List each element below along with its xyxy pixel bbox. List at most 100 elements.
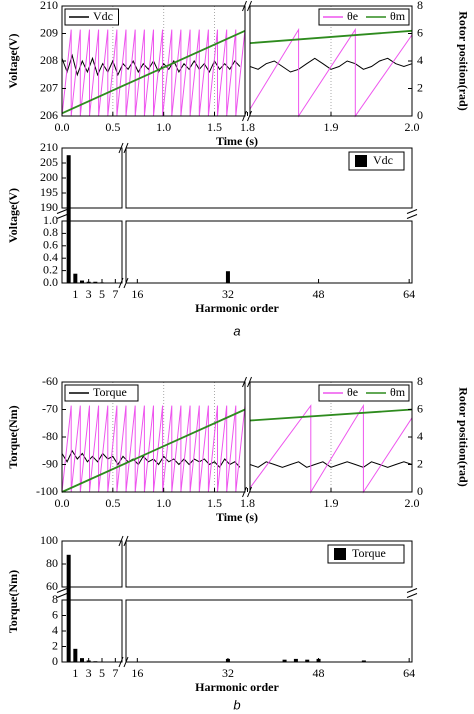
x-tick-label: 5 xyxy=(99,287,105,301)
x-tick-label: 32 xyxy=(222,287,234,301)
x-tick-label: 5 xyxy=(99,666,105,680)
y-tick-label: 0.4 xyxy=(43,250,58,264)
legend-label: θm xyxy=(390,9,406,23)
y-tick-label: -70 xyxy=(42,401,58,415)
y2-tick-label: 6 xyxy=(417,25,423,39)
legend-label: Torque xyxy=(93,385,127,399)
x-tick-label: 0.5 xyxy=(105,120,120,134)
y2-axis-title: Rotor position(rad) xyxy=(456,11,470,110)
x-tick-label: 0.0 xyxy=(55,496,70,510)
legend-box xyxy=(327,544,405,564)
y-tick-label: 195 xyxy=(40,185,58,199)
plot-frame xyxy=(125,540,413,588)
bar xyxy=(80,658,84,662)
line-series xyxy=(61,403,413,494)
axis-break xyxy=(247,0,252,12)
y2-tick-label: 6 xyxy=(417,401,423,415)
plot-frame xyxy=(61,147,123,209)
line-series xyxy=(61,29,413,115)
y2-tick-label: 8 xyxy=(417,374,423,388)
axis-break xyxy=(123,142,129,154)
x-tick-label: 1.9 xyxy=(324,496,339,510)
x-tick-label: 1.5 xyxy=(207,496,222,510)
bar xyxy=(305,659,310,662)
axis-break xyxy=(118,277,124,289)
axis-break xyxy=(242,486,247,498)
legend-label: Vdc xyxy=(373,153,393,167)
axis-break xyxy=(406,209,418,214)
y-tick-label: 190 xyxy=(40,200,58,214)
y2-tick-label: 4 xyxy=(417,429,423,443)
panel: 0.0 0.5 1.0 1.5 1.8 1.9 2.0 206 207 208 209 210 0 2 4 6… xyxy=(6,0,471,148)
caption: a xyxy=(233,323,240,338)
y-tick-label: 210 xyxy=(40,0,58,12)
line-series xyxy=(61,408,413,493)
panel: 0.0 0.5 1.0 1.5 1.8 1.9 2.0 -100 -90 -80 -70 -60 0 2 4… xyxy=(6,374,471,524)
x-tick-label: 0.0 xyxy=(55,120,70,134)
y-tick-label: 4 xyxy=(52,623,58,637)
line-series xyxy=(61,53,413,77)
line-series xyxy=(61,449,413,469)
axis-break xyxy=(56,588,68,593)
y-tick-label: 0 xyxy=(52,654,58,668)
x-tick-label: 64 xyxy=(403,287,415,301)
axis-break xyxy=(242,376,247,388)
y-tick-label: 0.2 xyxy=(43,262,58,276)
legend-label: θe xyxy=(347,9,358,23)
y-tick-label: 0.8 xyxy=(43,225,58,239)
x-tick-label: 7 xyxy=(112,287,118,301)
axis-break xyxy=(406,593,418,598)
bar xyxy=(93,281,98,283)
x-tick-label: 1.8 xyxy=(240,120,255,134)
y-tick-label: 2 xyxy=(52,638,58,652)
x-tick-label: 2.0 xyxy=(405,120,420,134)
x-tick-label: 1 xyxy=(72,287,78,301)
x-tick-label: 0.5 xyxy=(105,496,120,510)
y-tick-label: 208 xyxy=(40,53,58,67)
axis-break xyxy=(118,535,124,547)
y-tick-label: 200 xyxy=(40,170,58,184)
axis-break xyxy=(242,110,247,122)
axis-break xyxy=(56,214,68,219)
x-tick-label: 1.5 xyxy=(207,120,222,134)
axis-break xyxy=(56,593,68,598)
y2-tick-label: 2 xyxy=(417,80,423,94)
caption: b xyxy=(233,697,240,712)
x-axis-title: Harmonic order xyxy=(195,680,279,694)
legend-swatch xyxy=(355,155,367,167)
plot-frame xyxy=(61,220,123,284)
y-axis-title: Voltage(V) xyxy=(6,188,20,243)
axis-break xyxy=(242,0,247,12)
y-tick-label: 206 xyxy=(40,108,58,122)
y2-tick-label: 8 xyxy=(417,0,423,12)
y-tick-label: -60 xyxy=(42,374,58,388)
y-tick-label: 6 xyxy=(52,607,58,621)
legend-label: Vdc xyxy=(93,9,113,23)
y-axis-title: Torque(Nm) xyxy=(6,570,20,633)
plot-frame xyxy=(125,147,413,209)
y-axis-title: Voltage(V) xyxy=(6,34,20,89)
y-tick-label: 210 xyxy=(40,140,58,154)
x-tick-label: 1.0 xyxy=(156,496,171,510)
axis-break xyxy=(123,656,129,668)
legend-label: θe xyxy=(347,385,358,399)
legend-box xyxy=(64,8,119,26)
y-tick-label: 60 xyxy=(46,579,58,593)
panel: 1 3 5 7 16 32 48 640.00.20.40.60.81.01901952002… xyxy=(6,140,418,315)
y2-tick-label: 0 xyxy=(417,484,423,498)
legend-label: Torque xyxy=(352,546,386,560)
bar xyxy=(225,271,230,283)
y-tick-label: 0.6 xyxy=(43,238,58,252)
axis-break xyxy=(118,142,124,154)
legend-label: θm xyxy=(390,385,406,399)
bar xyxy=(282,659,287,662)
x-tick-label: 2.0 xyxy=(405,496,420,510)
axis-break xyxy=(56,209,68,214)
axis-break xyxy=(118,656,124,668)
plot-frame xyxy=(125,599,413,663)
y-tick-label: 0.0 xyxy=(43,275,58,289)
axis-break xyxy=(247,110,252,122)
y-tick-label: 8 xyxy=(52,592,58,606)
y-tick-label: 100 xyxy=(40,533,58,547)
